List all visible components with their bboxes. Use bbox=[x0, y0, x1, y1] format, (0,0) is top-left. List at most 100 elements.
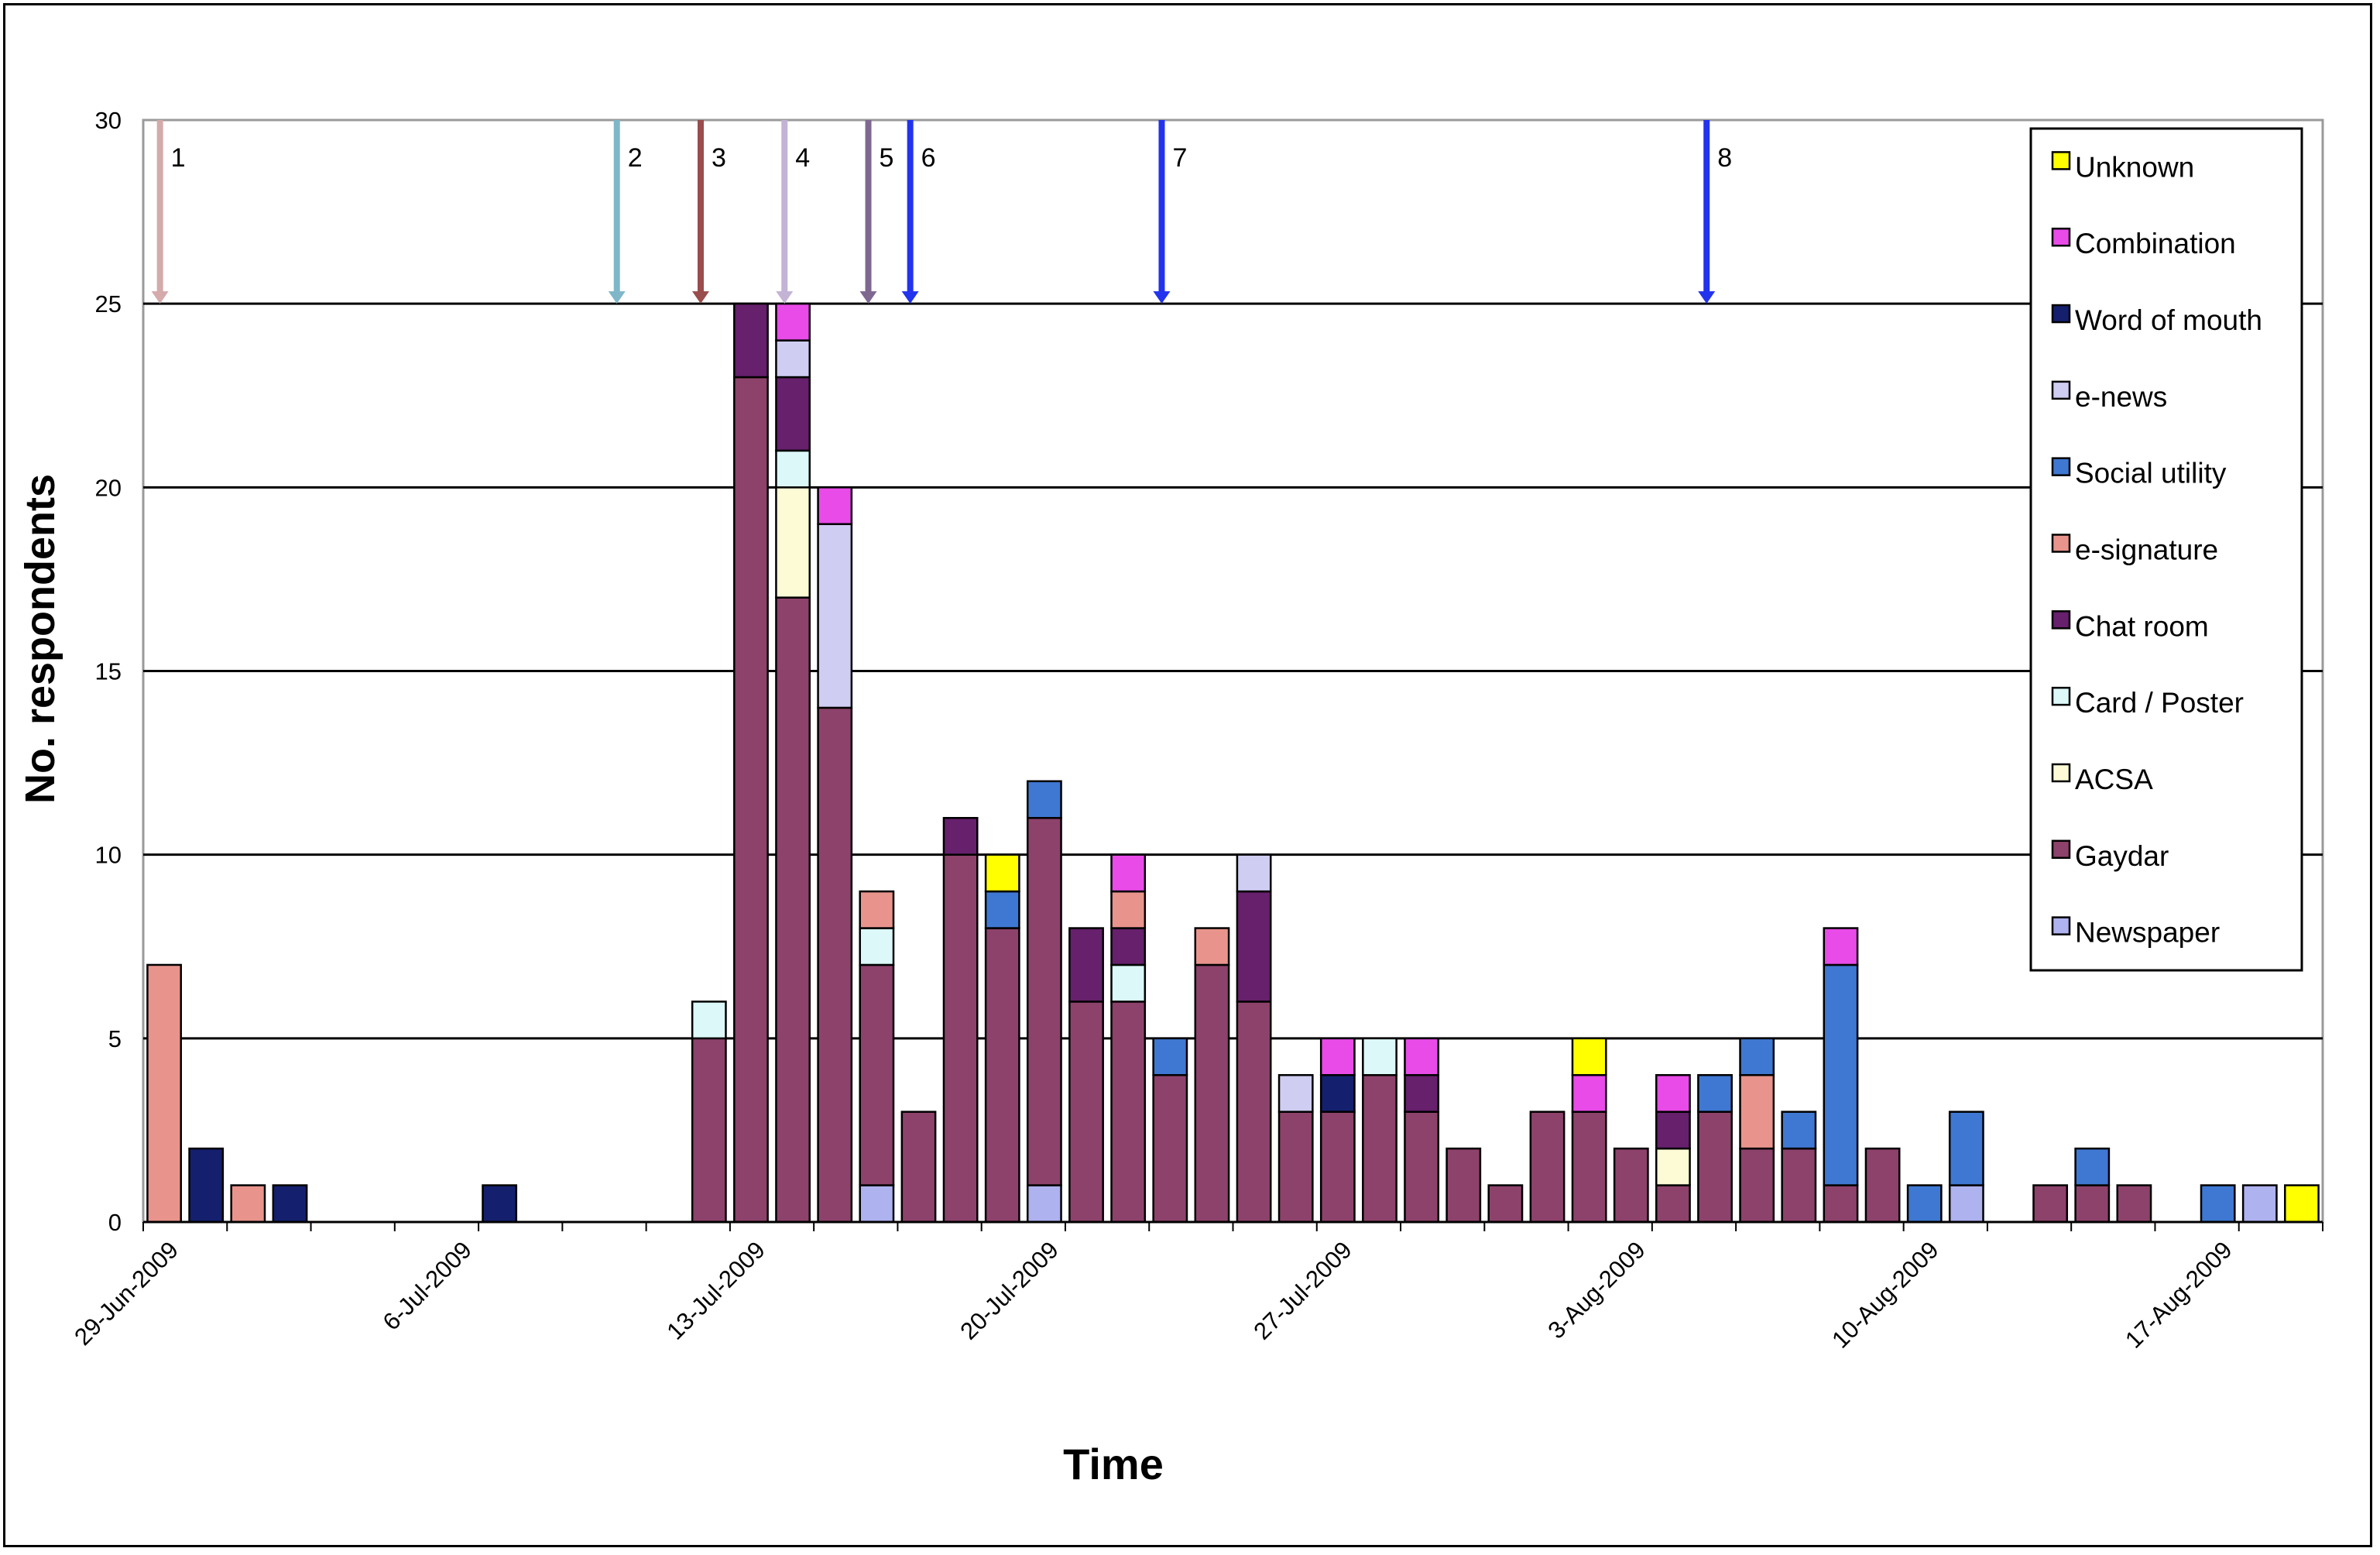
bar-segment-unknown bbox=[2284, 1184, 2320, 1224]
legend-swatch-e-news bbox=[2051, 380, 2071, 400]
bar-segment-gaydar bbox=[1445, 1147, 1482, 1224]
bar-segment-chat-room bbox=[942, 816, 979, 856]
y-tick-label-20: 20 bbox=[95, 474, 122, 501]
legend-label-e-news: e-news bbox=[2075, 381, 2167, 413]
y-tick-label-25: 25 bbox=[95, 290, 122, 318]
bar-segment-gaydar bbox=[1068, 1001, 1104, 1224]
bar-segment-card-poster bbox=[1110, 963, 1147, 1003]
bar-segment-combination bbox=[1404, 1037, 1440, 1076]
event-marker-arrowhead-1 bbox=[151, 291, 169, 304]
bar-segment-gaydar bbox=[1655, 1184, 1691, 1224]
bar-segment-gaydar bbox=[1194, 963, 1230, 1224]
bar-segment-gaydar bbox=[2032, 1184, 2069, 1224]
event-marker-label-6: 6 bbox=[921, 143, 936, 173]
bar-segment-social-utility bbox=[1026, 780, 1062, 819]
bars bbox=[146, 302, 2320, 1224]
legend-label-newspaper: Newspaper bbox=[2075, 917, 2220, 949]
legend-label-unknown: Unknown bbox=[2075, 151, 2194, 183]
bar-segment-combination bbox=[775, 302, 811, 342]
legend-swatch-acsa bbox=[2051, 763, 2071, 783]
bar-segment-social-utility bbox=[1906, 1184, 1943, 1224]
bar-segment-gaydar bbox=[1613, 1147, 1649, 1224]
x-tick-label: 27-Jul-2009 bbox=[1248, 1236, 1357, 1345]
bar-segment-e-news bbox=[1236, 853, 1272, 893]
bar-segment-social-utility bbox=[1781, 1110, 1817, 1150]
bar-segment-gaydar bbox=[1236, 1001, 1272, 1224]
bar-segment-e-news bbox=[775, 339, 811, 379]
bar-segment-social-utility bbox=[2074, 1147, 2111, 1186]
bar-segment-newspaper bbox=[1948, 1184, 1984, 1224]
event-marker-arrowhead-3 bbox=[691, 291, 709, 304]
y-tick-label-30: 30 bbox=[95, 107, 122, 134]
legend-swatch-social-utility bbox=[2051, 457, 2071, 476]
bar-segment-chat-room bbox=[733, 302, 769, 379]
bar-segment-word-of-mouth bbox=[1319, 1074, 1356, 1113]
event-marker-arrowhead-2 bbox=[608, 291, 626, 304]
bar-segment-gaydar bbox=[1739, 1147, 1775, 1224]
bar-segment-gaydar bbox=[1697, 1110, 1733, 1224]
x-tick-label: 17-Aug-2009 bbox=[2120, 1236, 2237, 1353]
x-tick-label: 13-Jul-2009 bbox=[661, 1236, 770, 1345]
event-marker-label-8: 8 bbox=[1717, 143, 1732, 173]
bar-segment-gaydar bbox=[984, 927, 1020, 1224]
legend-swatch-chat-room bbox=[2051, 610, 2071, 630]
bar-segment-gaydar bbox=[817, 706, 853, 1224]
bar-segment-e-signature bbox=[146, 963, 182, 1224]
bar-segment-e-signature bbox=[1739, 1074, 1775, 1150]
event-marker-arrowhead-4 bbox=[776, 291, 794, 304]
bar-segment-word-of-mouth bbox=[188, 1147, 225, 1224]
bar-segment-combination bbox=[1655, 1074, 1691, 1113]
bar-segment-gaydar bbox=[1319, 1110, 1356, 1224]
bar-segment-acsa bbox=[775, 486, 811, 599]
legend: Unknown Combination Word of mouth e-news Soc… bbox=[2029, 127, 2303, 972]
bar-segment-social-utility bbox=[1948, 1110, 1984, 1186]
bar-segment-combination bbox=[1110, 853, 1147, 893]
x-tick-label: 20-Jul-2009 bbox=[955, 1236, 1064, 1345]
bar-segment-gaydar bbox=[1823, 1184, 1859, 1224]
bar-segment-social-utility bbox=[1739, 1037, 1775, 1076]
legend-label-gaydar: Gaydar bbox=[2075, 840, 2169, 872]
bar-segment-gaydar bbox=[1362, 1074, 1397, 1224]
bar-segment-e-signature bbox=[1194, 927, 1230, 966]
bar-segment-chat-room bbox=[1655, 1110, 1691, 1150]
bar-segment-chat-room bbox=[1068, 927, 1104, 1003]
bar-segment-gaydar bbox=[2116, 1184, 2152, 1224]
legend-label-social-utility: Social utility bbox=[2075, 458, 2227, 489]
bar-segment-newspaper bbox=[859, 1184, 895, 1224]
legend-label-e-signature: e-signature bbox=[2075, 534, 2218, 566]
legend-label-chat-room: Chat room bbox=[2075, 610, 2209, 642]
event-marker-arrowhead-7 bbox=[1153, 291, 1171, 304]
bar-segment-chat-room bbox=[1110, 927, 1147, 966]
bar-segment-newspaper bbox=[1026, 1184, 1062, 1224]
legend-swatch-unknown bbox=[2051, 151, 2071, 170]
gridlines bbox=[142, 118, 2324, 1224]
bar-segment-card-poster bbox=[1362, 1037, 1397, 1076]
bar-segment-combination bbox=[1823, 927, 1859, 966]
chart-frame bbox=[3, 3, 2372, 1547]
bar-segment-social-utility bbox=[984, 890, 1020, 929]
event-marker-label-7: 7 bbox=[1172, 143, 1187, 173]
bar-segment-gaydar bbox=[733, 376, 769, 1224]
x-tick-label: 29-Jun-2009 bbox=[69, 1236, 183, 1351]
event-marker-label-1: 1 bbox=[171, 143, 186, 173]
bar-segment-chat-room bbox=[1404, 1074, 1440, 1113]
bar-segment-unknown bbox=[1571, 1037, 1607, 1076]
bar-segment-word-of-mouth bbox=[272, 1184, 308, 1224]
legend-swatch-gaydar bbox=[2051, 839, 2071, 860]
bar-segment-e-news bbox=[817, 523, 853, 709]
legend-swatch-card-poster bbox=[2051, 686, 2071, 706]
x-axis-title: Time bbox=[1063, 1440, 1164, 1488]
y-tick-label-10: 10 bbox=[95, 842, 122, 869]
bar-segment-card-poster bbox=[691, 1001, 727, 1040]
bar-segment-newspaper bbox=[2241, 1184, 2278, 1224]
legend-swatch-combination bbox=[2051, 227, 2071, 247]
legend-label-combination: Combination bbox=[2075, 228, 2236, 259]
event-marker-label-4: 4 bbox=[795, 143, 810, 173]
bar-segment-gaydar bbox=[942, 853, 979, 1224]
bar-segment-gaydar bbox=[691, 1037, 727, 1224]
event-marker-label-3: 3 bbox=[712, 143, 726, 173]
bar-segment-gaydar bbox=[2074, 1184, 2111, 1224]
bar-segment-social-utility bbox=[2200, 1184, 2236, 1224]
bar-segment-gaydar bbox=[1404, 1110, 1440, 1224]
